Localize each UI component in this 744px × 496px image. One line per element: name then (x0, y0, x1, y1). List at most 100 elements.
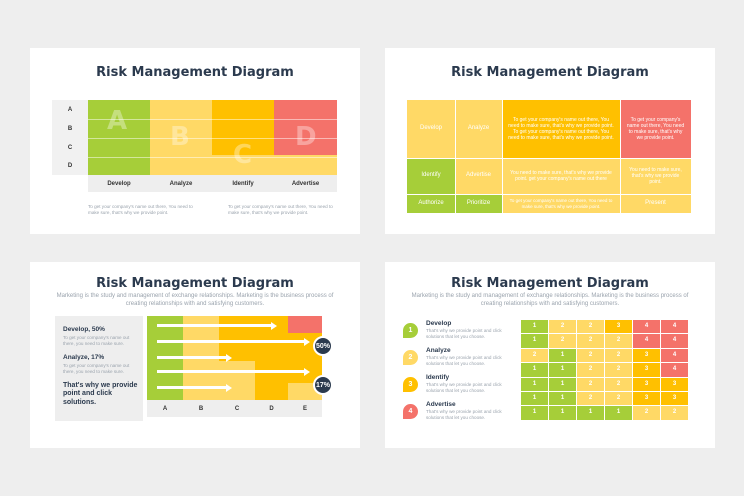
step-3-marker: 3 (403, 377, 418, 392)
slide-4-subtitle: Marketing is the study and management of… (411, 293, 689, 307)
grid-cell: 2 (605, 348, 632, 363)
column-label-d: D (269, 405, 274, 412)
info-panel (55, 316, 143, 421)
arrow-5 (157, 383, 232, 392)
note-left: To get your company's name out there, Yo… (88, 204, 193, 216)
grid-cell: 2 (521, 348, 548, 363)
grid-cell: 2 (549, 334, 576, 348)
text-d: You need to make sure, that's why we pro… (629, 166, 682, 186)
label-analyze: Analyze (467, 125, 490, 132)
badge-17: 17% (313, 375, 333, 395)
row-divider (88, 138, 337, 139)
heat-red (288, 316, 322, 333)
grid-cell: 2 (549, 320, 576, 334)
slide-4[interactable]: Risk Management Diagram Marketing is the… (385, 262, 715, 448)
arrow-3 (157, 353, 232, 362)
row-label-d: D (67, 163, 73, 169)
row-label-a: A (67, 106, 73, 113)
grid-cell: 3 (633, 363, 660, 377)
grid-cell: 1 (549, 406, 576, 420)
grid-cell: 2 (605, 334, 632, 348)
grid-cell: 3 (633, 348, 660, 363)
cell-text-e: To get your company's name out there, Yo… (502, 194, 620, 213)
slide-3[interactable]: Risk Management Diagram Marketing is the… (30, 262, 360, 448)
item-analyze-text: To get your company's name out there, yo… (63, 363, 130, 375)
big-letter-b: B (170, 122, 190, 152)
column-label-strip (88, 175, 337, 192)
step-3-label: Identify (426, 374, 450, 381)
grid-cell: 2 (577, 348, 604, 363)
cell-develop: Develop (407, 100, 455, 158)
cell-advertise: Advertise (455, 158, 502, 194)
step-2-marker: 2 (403, 350, 418, 365)
column-label-analyze: Analyze (169, 180, 193, 187)
callout-text: That's why we provide point and click so… (63, 382, 138, 406)
slide-4-title: Risk Management Diagram (451, 276, 649, 291)
column-label-develop: Develop (107, 180, 131, 187)
grid-cell: 2 (577, 320, 604, 334)
row-label-column (52, 100, 88, 175)
text-b: To get your company's name out there, Yo… (626, 116, 685, 142)
arrow-1 (157, 321, 277, 330)
grid-line (407, 194, 691, 195)
grid-cell: 3 (605, 320, 632, 334)
grid-cell: 2 (605, 392, 632, 406)
arrow-2 (157, 337, 310, 346)
grid-cell: 1 (549, 392, 576, 406)
grid-cell: 2 (661, 406, 688, 420)
step-1-marker: 1 (403, 323, 418, 338)
grid-cell: 1 (549, 363, 576, 377)
grid-cell: 4 (661, 334, 688, 348)
column-label-identify: Identify (232, 180, 254, 187)
slide-2[interactable]: Risk Management Diagram Develop Analyze … (385, 48, 715, 234)
column-advertise-block-bottom (274, 155, 337, 175)
grid-cell: 1 (549, 348, 576, 363)
grid-cell: 4 (661, 363, 688, 377)
label-authorize: Authorize (418, 199, 444, 206)
grid-cell: 3 (661, 377, 688, 391)
heat-orange-1 (219, 316, 255, 361)
label-present: Present (645, 199, 666, 206)
item-analyze-heading: Analyze, 17% (63, 354, 105, 361)
row-label-b: B (67, 125, 73, 132)
text-a: To get your company's name out there, Yo… (508, 116, 614, 142)
heat-orange-2 (255, 316, 288, 400)
step-1-text: That's why we provide point and click so… (426, 328, 502, 340)
column-label-strip (147, 400, 322, 417)
item-develop-heading: Develop, 50% (63, 326, 105, 333)
grid-line (502, 100, 503, 213)
column-identify-block-top (212, 100, 274, 155)
grid-cell: 2 (605, 377, 632, 391)
row-label-c: C (67, 144, 73, 151)
row-divider (88, 157, 337, 158)
column-advertise-block-top (274, 100, 337, 155)
column-label-a: A (162, 405, 168, 412)
slide-1-title: Risk Management Diagram (96, 65, 294, 80)
grid-cell: 1 (521, 320, 548, 334)
grid-cell: 4 (633, 334, 660, 348)
text-c: You need to make sure, that's why we pro… (510, 169, 612, 182)
grid-cell: 2 (577, 377, 604, 391)
label-identify: Identify (421, 172, 441, 179)
slide-1[interactable]: Risk Management Diagram A B C D A B C D … (30, 48, 360, 234)
grid-line (455, 100, 456, 213)
slide-3-title: Risk Management Diagram (96, 276, 294, 291)
grid-cell: 3 (633, 377, 660, 391)
step-4-marker: 4 (403, 404, 418, 419)
step-2-label: Analyze (426, 347, 451, 354)
column-label-e: E (302, 405, 307, 412)
slide-2-title: Risk Management Diagram (451, 65, 649, 80)
badge-50: 50% (313, 336, 333, 356)
column-identify-block-bottom (212, 155, 274, 175)
grid-cell: 1 (521, 334, 548, 348)
step-1-label: Develop (426, 320, 452, 327)
grid-cell: 4 (633, 320, 660, 334)
text-e: To get your company's name out there, Yo… (509, 197, 613, 209)
grid-cell: 2 (605, 363, 632, 377)
column-label-c: C (234, 405, 240, 412)
grid-cell: 1 (605, 406, 632, 420)
grid-cell: 1 (521, 406, 548, 420)
grid-cell: 2 (577, 334, 604, 348)
cell-text-a: To get your company's name out there, Yo… (502, 100, 620, 158)
item-develop-text: To get your company's name out there, yo… (63, 335, 130, 347)
